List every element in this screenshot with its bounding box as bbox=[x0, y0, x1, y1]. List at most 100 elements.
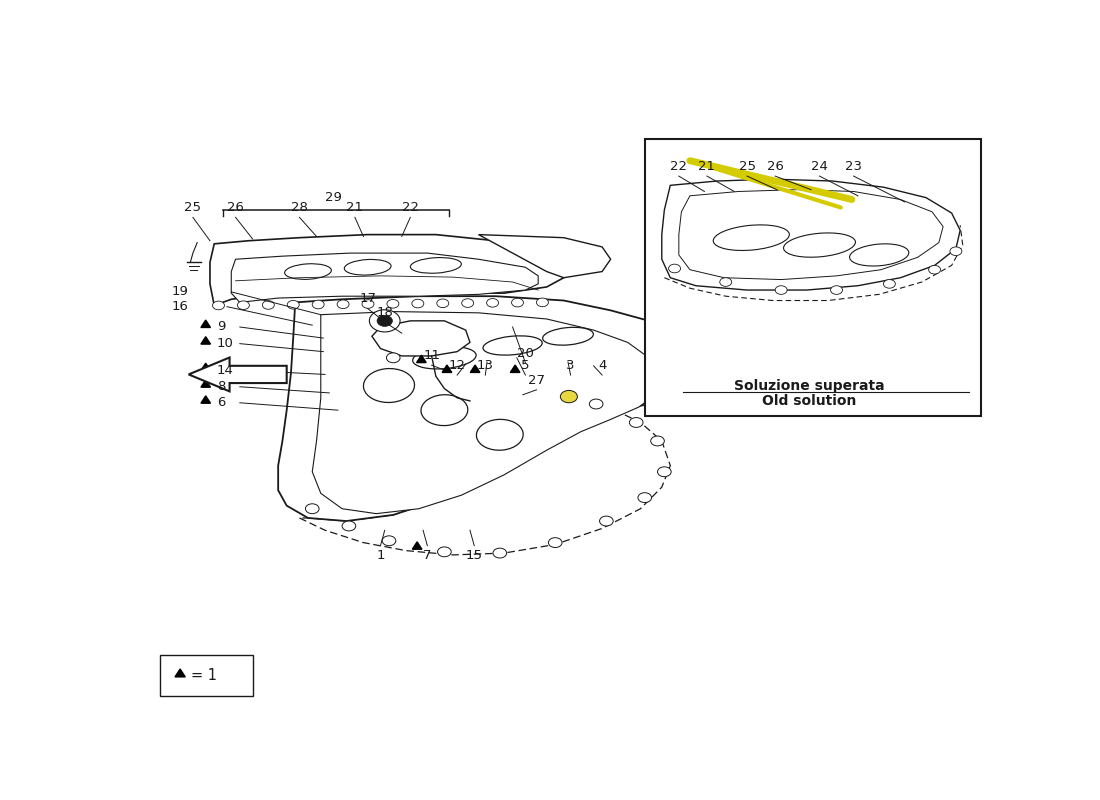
Polygon shape bbox=[201, 320, 210, 327]
Polygon shape bbox=[725, 359, 735, 366]
Text: 6: 6 bbox=[741, 343, 749, 356]
Circle shape bbox=[512, 298, 524, 307]
Text: 21: 21 bbox=[346, 202, 363, 214]
Text: 12: 12 bbox=[449, 359, 465, 372]
Circle shape bbox=[486, 298, 498, 307]
Text: 19: 19 bbox=[172, 286, 189, 298]
Circle shape bbox=[537, 298, 549, 306]
Ellipse shape bbox=[344, 259, 390, 275]
Circle shape bbox=[549, 538, 562, 547]
Text: 26: 26 bbox=[767, 160, 783, 173]
Circle shape bbox=[629, 418, 644, 427]
Circle shape bbox=[830, 286, 843, 294]
Polygon shape bbox=[231, 253, 538, 302]
Text: 13: 13 bbox=[476, 359, 494, 372]
Text: 7: 7 bbox=[741, 359, 749, 372]
Circle shape bbox=[370, 310, 400, 332]
Text: 15: 15 bbox=[465, 549, 483, 562]
Circle shape bbox=[560, 390, 578, 402]
Ellipse shape bbox=[285, 264, 331, 279]
Text: Old solution: Old solution bbox=[762, 394, 857, 408]
Text: 7: 7 bbox=[424, 549, 431, 562]
Text: 5: 5 bbox=[521, 359, 529, 372]
Polygon shape bbox=[201, 396, 210, 403]
FancyBboxPatch shape bbox=[645, 139, 981, 416]
Circle shape bbox=[382, 536, 396, 546]
Text: 24: 24 bbox=[811, 160, 828, 173]
Circle shape bbox=[776, 286, 788, 294]
Circle shape bbox=[437, 299, 449, 308]
Circle shape bbox=[287, 301, 299, 309]
Circle shape bbox=[386, 353, 400, 362]
Ellipse shape bbox=[849, 244, 909, 266]
Text: 10: 10 bbox=[217, 337, 233, 350]
Text: a passion for: a passion for bbox=[338, 397, 534, 485]
Circle shape bbox=[719, 278, 732, 286]
Text: 18: 18 bbox=[376, 306, 393, 319]
Circle shape bbox=[590, 399, 603, 409]
Text: 25: 25 bbox=[738, 160, 756, 173]
Circle shape bbox=[950, 247, 961, 255]
Polygon shape bbox=[471, 365, 480, 373]
Text: 14: 14 bbox=[217, 364, 233, 377]
Polygon shape bbox=[201, 380, 210, 387]
FancyArrow shape bbox=[189, 358, 287, 391]
Polygon shape bbox=[201, 337, 210, 344]
Circle shape bbox=[238, 301, 250, 310]
Circle shape bbox=[669, 264, 681, 273]
Ellipse shape bbox=[410, 258, 461, 274]
Text: = 1: = 1 bbox=[191, 668, 217, 683]
Circle shape bbox=[312, 300, 324, 309]
Polygon shape bbox=[679, 190, 943, 279]
Ellipse shape bbox=[483, 336, 542, 355]
Circle shape bbox=[493, 548, 507, 558]
Text: 20: 20 bbox=[517, 346, 534, 360]
Polygon shape bbox=[299, 410, 670, 555]
Text: 8: 8 bbox=[217, 380, 226, 394]
Polygon shape bbox=[312, 311, 662, 514]
Text: 16: 16 bbox=[172, 300, 189, 313]
Ellipse shape bbox=[783, 233, 856, 258]
Text: Soluzione superata: Soluzione superata bbox=[734, 378, 884, 393]
Ellipse shape bbox=[542, 327, 593, 345]
Text: 11: 11 bbox=[424, 349, 440, 362]
Circle shape bbox=[658, 467, 671, 477]
Ellipse shape bbox=[412, 346, 476, 369]
FancyBboxPatch shape bbox=[160, 655, 253, 696]
Circle shape bbox=[883, 279, 895, 288]
Circle shape bbox=[306, 504, 319, 514]
Polygon shape bbox=[372, 321, 470, 356]
Text: 28: 28 bbox=[292, 202, 308, 214]
Polygon shape bbox=[442, 365, 452, 373]
Text: 23: 23 bbox=[845, 160, 862, 173]
Polygon shape bbox=[725, 343, 735, 350]
Text: 25: 25 bbox=[185, 202, 201, 214]
Circle shape bbox=[263, 301, 274, 310]
Circle shape bbox=[638, 493, 651, 502]
Polygon shape bbox=[662, 179, 960, 290]
Text: 17: 17 bbox=[360, 293, 376, 306]
Text: 3: 3 bbox=[566, 359, 575, 372]
Text: 4: 4 bbox=[598, 359, 606, 372]
Circle shape bbox=[651, 436, 664, 446]
Text: 21: 21 bbox=[698, 160, 715, 173]
Circle shape bbox=[600, 516, 613, 526]
Ellipse shape bbox=[476, 419, 524, 450]
Circle shape bbox=[362, 300, 374, 308]
Polygon shape bbox=[201, 363, 210, 370]
Circle shape bbox=[438, 547, 451, 557]
Polygon shape bbox=[417, 355, 426, 362]
Ellipse shape bbox=[713, 225, 790, 250]
Text: 9: 9 bbox=[217, 321, 226, 334]
Circle shape bbox=[928, 266, 940, 274]
Text: 26: 26 bbox=[227, 202, 244, 214]
Text: 27: 27 bbox=[528, 374, 544, 386]
Text: 1: 1 bbox=[376, 549, 385, 562]
Text: 22: 22 bbox=[670, 160, 688, 173]
Text: 22: 22 bbox=[402, 202, 419, 214]
Polygon shape bbox=[412, 542, 422, 550]
Circle shape bbox=[387, 299, 399, 308]
Text: 6: 6 bbox=[217, 396, 226, 410]
Text: 29: 29 bbox=[326, 191, 342, 204]
Circle shape bbox=[337, 300, 349, 309]
